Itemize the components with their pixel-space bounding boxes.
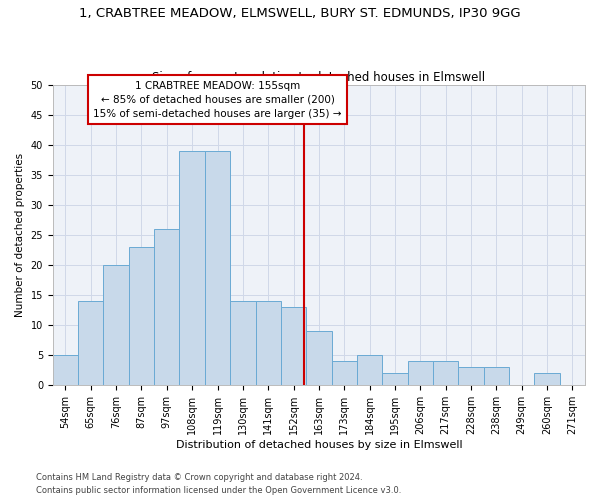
Text: Contains HM Land Registry data © Crown copyright and database right 2024.: Contains HM Land Registry data © Crown c…	[36, 474, 362, 482]
Y-axis label: Number of detached properties: Number of detached properties	[15, 153, 25, 317]
Bar	[78, 301, 103, 386]
Bar	[306, 331, 332, 386]
Bar	[129, 247, 154, 386]
Bar	[484, 368, 509, 386]
X-axis label: Distribution of detached houses by size in Elmswell: Distribution of detached houses by size …	[176, 440, 462, 450]
Bar	[382, 374, 407, 386]
Text: Contains public sector information licensed under the Open Government Licence v3: Contains public sector information licen…	[36, 486, 401, 495]
Bar	[357, 356, 382, 386]
Bar	[433, 362, 458, 386]
Bar	[179, 151, 205, 386]
Bar	[535, 374, 560, 386]
Bar	[281, 307, 306, 386]
Bar	[103, 265, 129, 386]
Bar	[205, 151, 230, 386]
Bar	[407, 362, 433, 386]
Bar	[256, 301, 281, 386]
Text: 1, CRABTREE MEADOW, ELMSWELL, BURY ST. EDMUNDS, IP30 9GG: 1, CRABTREE MEADOW, ELMSWELL, BURY ST. E…	[79, 8, 521, 20]
Bar	[458, 368, 484, 386]
Bar	[230, 301, 256, 386]
Text: 1 CRABTREE MEADOW: 155sqm
← 85% of detached houses are smaller (200)
15% of semi: 1 CRABTREE MEADOW: 155sqm ← 85% of detac…	[93, 80, 342, 118]
Bar	[332, 362, 357, 386]
Bar	[154, 229, 179, 386]
Title: Size of property relative to detached houses in Elmswell: Size of property relative to detached ho…	[152, 70, 485, 84]
Bar	[53, 356, 78, 386]
